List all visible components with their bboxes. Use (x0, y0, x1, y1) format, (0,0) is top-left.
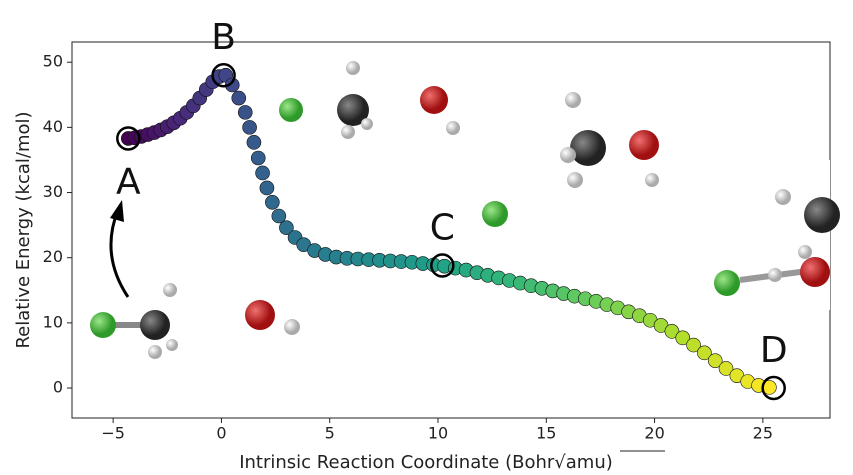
point (686, 337, 701, 353)
annotation-circle (761, 375, 786, 401)
point (237, 105, 253, 120)
point (707, 353, 723, 368)
point (279, 220, 294, 236)
x-tick-label: 25 (753, 424, 773, 443)
point (255, 165, 270, 181)
x-axis-label: Intrinsic Reaction Coordinate (Bohr√amu) (239, 452, 613, 473)
annotation-label: B (211, 17, 236, 58)
annotation-label: C (430, 208, 455, 249)
x-tick-label: 5 (325, 424, 335, 443)
y-tick-label: 50 (43, 52, 63, 71)
point (250, 150, 266, 166)
annotation-circle (430, 253, 455, 278)
y-tick-label: 0 (53, 378, 63, 397)
point (246, 135, 262, 150)
y-axis-label: Relative Energy (kcal/mol) (13, 111, 34, 348)
point (675, 330, 691, 346)
x-tick-label: −5 (101, 424, 125, 443)
point (718, 361, 734, 376)
y-tick-label: 40 (43, 117, 63, 136)
x-tick-label: 20 (644, 424, 664, 443)
x-tick-label: 10 (428, 424, 448, 443)
point (271, 208, 287, 224)
annotation-circle (211, 62, 236, 88)
y-tick-label: 10 (43, 312, 63, 331)
x-tick-label: 0 (216, 424, 226, 443)
point (259, 180, 275, 196)
point (697, 345, 712, 361)
point (231, 90, 247, 106)
x-tick-label: 15 (536, 424, 556, 443)
molecules (90, 61, 840, 359)
point (242, 120, 257, 135)
annotation-label: A (116, 161, 141, 202)
y-tick-label: 30 (43, 182, 63, 201)
y-tick-label: 20 (43, 247, 63, 266)
annotation-circle (116, 126, 141, 151)
point (265, 195, 280, 210)
annotation-label: D (760, 330, 788, 371)
point (664, 324, 680, 339)
